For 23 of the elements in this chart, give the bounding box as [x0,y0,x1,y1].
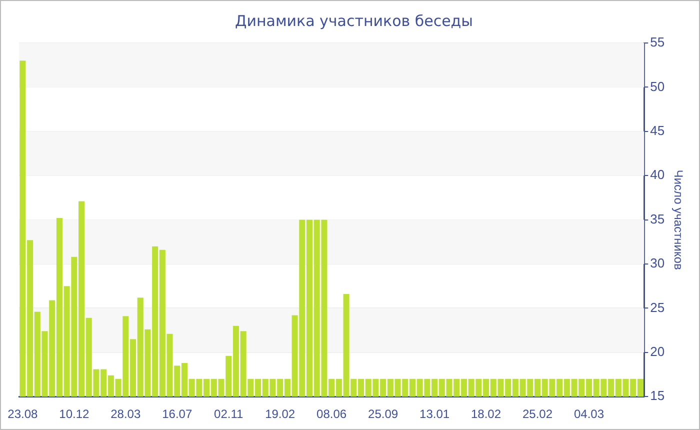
x-tick-label: 25.02 [522,407,553,422]
y-tick-label: 20 [650,344,665,359]
x-tick-label: 23.08 [8,407,38,422]
y-tick-label: 40 [650,167,665,182]
x-tick-label: 02.11 [214,407,244,422]
y-tick-label: 25 [650,300,665,315]
y-tick-label: 50 [650,78,665,94]
y-tick-label: 30 [650,256,665,271]
y-tick-label: 45 [650,122,665,138]
y-tick-label: 35 [650,211,665,226]
y-tick-label: 55 [650,34,665,50]
x-tick-label: 16.07 [162,407,192,422]
x-tick-label: 18.02 [471,407,502,422]
x-tick-label: 25.09 [368,407,398,422]
x-tick-label: 28.03 [110,407,141,422]
y-tick-label: 15 [650,388,665,404]
x-tick-label: 10.12 [59,407,90,422]
x-tick-label: 13.01 [420,407,450,422]
y-axis-title: Число участников [671,170,686,270]
x-tick-label: 19.02 [265,407,296,422]
chart-title: Динамика участников беседы [234,12,474,30]
x-tick-label: 04.03 [574,407,604,422]
x-tick-label: 08.06 [316,407,347,422]
